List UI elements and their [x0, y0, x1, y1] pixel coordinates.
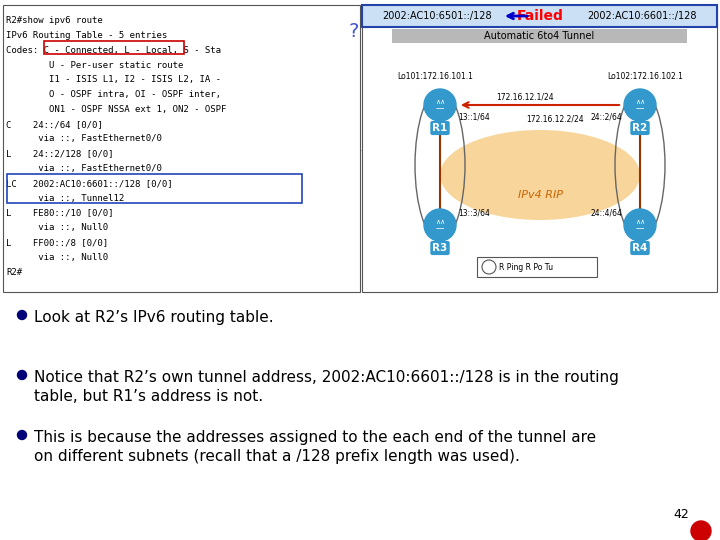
Text: Lo101:172.16.101.1: Lo101:172.16.101.1 — [397, 72, 473, 81]
Text: 2002:AC10:6601::/128: 2002:AC10:6601::/128 — [588, 11, 697, 21]
Text: O - OSPF intra, OI - OSPF inter,: O - OSPF intra, OI - OSPF inter, — [6, 90, 221, 99]
Text: ?: ? — [348, 22, 359, 41]
Text: L    FF00::/8 [0/0]: L FF00::/8 [0/0] — [6, 238, 108, 247]
Text: via ::, Null0: via ::, Null0 — [6, 224, 108, 232]
FancyBboxPatch shape — [362, 5, 717, 27]
Text: IPv6 Routing Table - 5 entries: IPv6 Routing Table - 5 entries — [6, 31, 167, 40]
Text: ∧∧: ∧∧ — [635, 219, 645, 225]
Text: This is because the addresses assigned to the each end of the tunnel are
on diff: This is because the addresses assigned t… — [34, 430, 596, 464]
Text: ∧∧: ∧∧ — [635, 99, 645, 105]
Text: C    24::/64 [0/0]: C 24::/64 [0/0] — [6, 120, 103, 129]
Text: via ::, Tunnel12: via ::, Tunnel12 — [6, 194, 125, 202]
Text: ON1 - OSPF NSSA ext 1, ON2 - OSPF: ON1 - OSPF NSSA ext 1, ON2 - OSPF — [6, 105, 226, 114]
Text: 42: 42 — [673, 509, 689, 522]
Text: IPv4 RIP: IPv4 RIP — [518, 190, 562, 200]
Text: L    24::2/128 [0/0]: L 24::2/128 [0/0] — [6, 149, 114, 158]
Circle shape — [624, 89, 656, 121]
Text: 172.16.12.1/24: 172.16.12.1/24 — [496, 93, 554, 102]
Text: R2#show ipv6 route: R2#show ipv6 route — [6, 16, 103, 25]
Circle shape — [624, 209, 656, 241]
Text: LC   2002:AC10:6601::/128 [0/0]: LC 2002:AC10:6601::/128 [0/0] — [6, 179, 173, 188]
Circle shape — [17, 310, 27, 320]
Text: —: — — [436, 105, 444, 113]
FancyBboxPatch shape — [362, 5, 717, 292]
Text: —: — — [436, 225, 444, 233]
Text: Automatic 6to4 Tunnel: Automatic 6to4 Tunnel — [485, 31, 595, 41]
Text: Lo102:172.16.102.1: Lo102:172.16.102.1 — [607, 72, 683, 81]
FancyBboxPatch shape — [477, 257, 597, 277]
Circle shape — [17, 370, 27, 380]
FancyBboxPatch shape — [392, 29, 687, 43]
Ellipse shape — [440, 130, 640, 220]
Circle shape — [691, 521, 711, 540]
Text: via ::, FastEthernet0/0: via ::, FastEthernet0/0 — [6, 164, 162, 173]
Text: Notice that R2’s own tunnel address, 2002:AC10:6601::/128 is in the routing
tabl: Notice that R2’s own tunnel address, 200… — [34, 370, 619, 404]
Text: R2#: R2# — [6, 268, 22, 276]
Text: 172.16.12.2/24: 172.16.12.2/24 — [526, 114, 584, 123]
Text: Failed: Failed — [516, 9, 564, 23]
Text: U - Per-user static route: U - Per-user static route — [6, 60, 184, 70]
Text: R Ping R Po Tu: R Ping R Po Tu — [499, 262, 553, 272]
Text: via ::, FastEthernet0/0: via ::, FastEthernet0/0 — [6, 134, 162, 144]
Text: Look at R2’s IPv6 routing table.: Look at R2’s IPv6 routing table. — [34, 310, 274, 325]
Text: 2002:AC10:6501::/128: 2002:AC10:6501::/128 — [382, 11, 492, 21]
Text: Codes: C - Connected, L - Local, S - Sta: Codes: C - Connected, L - Local, S - Sta — [6, 46, 221, 55]
Text: 13::1/64: 13::1/64 — [458, 113, 490, 122]
Text: —: — — [636, 225, 644, 233]
Text: R3: R3 — [433, 243, 448, 253]
Text: ∧∧: ∧∧ — [435, 99, 445, 105]
Circle shape — [424, 89, 456, 121]
Text: —: — — [636, 105, 644, 113]
Text: 24::2/64: 24::2/64 — [590, 113, 622, 122]
Text: 24::4/64: 24::4/64 — [590, 208, 622, 217]
FancyBboxPatch shape — [3, 5, 360, 292]
Text: ∧∧: ∧∧ — [435, 219, 445, 225]
Text: L    FE80::/10 [0/0]: L FE80::/10 [0/0] — [6, 208, 114, 218]
Text: R4: R4 — [632, 243, 648, 253]
Text: via ::, Null0: via ::, Null0 — [6, 253, 108, 262]
Text: 13::3/64: 13::3/64 — [458, 208, 490, 217]
Text: I1 - ISIS L1, I2 - ISIS L2, IA -: I1 - ISIS L1, I2 - ISIS L2, IA - — [6, 75, 221, 84]
Text: R2: R2 — [632, 123, 647, 133]
Circle shape — [17, 430, 27, 440]
Text: R1: R1 — [433, 123, 448, 133]
Circle shape — [424, 209, 456, 241]
